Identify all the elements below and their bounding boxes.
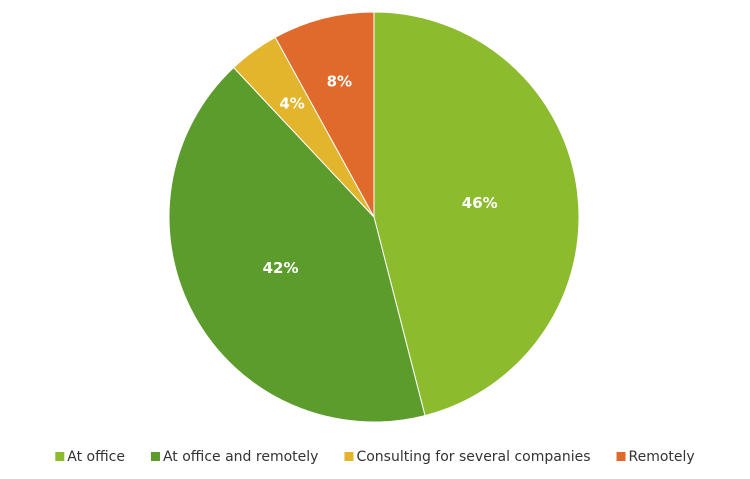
legend-label: At office xyxy=(67,449,125,465)
legend-marker xyxy=(616,452,626,461)
legend-label: Remotely xyxy=(629,449,695,465)
pie-slice xyxy=(168,66,426,423)
data-label: 8% xyxy=(327,72,352,90)
legend-label: Consulting for several companies xyxy=(356,449,590,465)
legend-label: At office and remotely xyxy=(163,449,318,465)
pie-slice xyxy=(274,11,375,218)
data-label: 4% xyxy=(279,95,304,113)
legend-marker xyxy=(150,452,160,461)
data-label: 42% xyxy=(263,259,299,277)
data-label: 46% xyxy=(462,194,498,212)
pie-slice xyxy=(373,11,580,417)
legend-marker xyxy=(55,452,65,461)
legend-marker xyxy=(344,452,354,461)
